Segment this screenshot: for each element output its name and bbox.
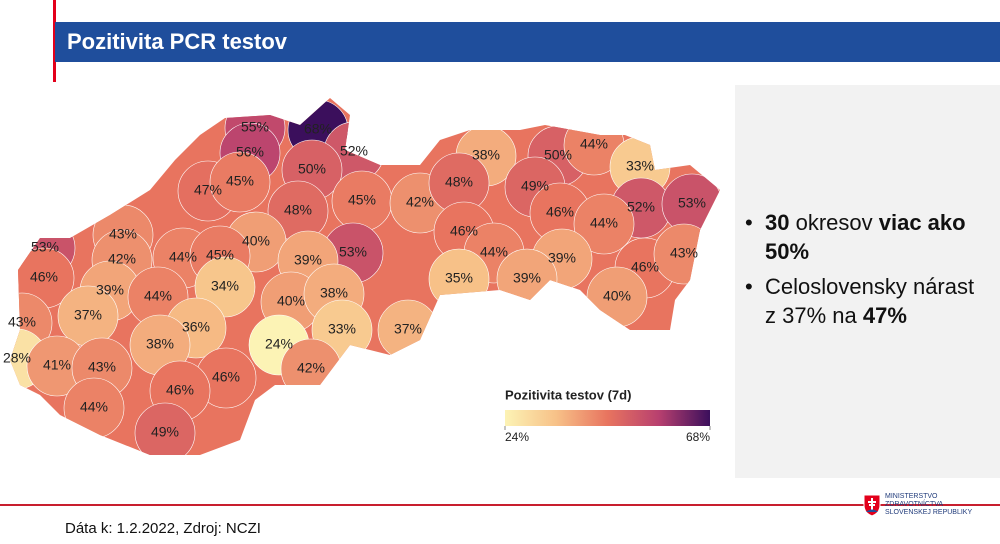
footer-line xyxy=(0,504,1000,506)
bullet: Celoslovensky nárast z 37% na 47% xyxy=(745,272,985,330)
district-label: 39% xyxy=(96,282,124,298)
logo-text: ZDRAVOTNÍCTVA xyxy=(885,501,944,508)
district-label: 53% xyxy=(339,244,367,260)
logo: MINISTERSTVO ZDRAVOTNÍCTVA SLOVENSKEJ REPU… xyxy=(885,493,972,517)
district-label: 39% xyxy=(548,250,576,266)
legend-max: 68% xyxy=(686,430,710,444)
district-label: 39% xyxy=(294,252,322,268)
bullet-text: okresov xyxy=(789,210,879,235)
district-label: 33% xyxy=(328,321,356,337)
district-label: 39% xyxy=(513,270,541,286)
district-label: 42% xyxy=(406,194,434,210)
district-label: 40% xyxy=(242,233,270,249)
district-label: 34% xyxy=(211,278,239,294)
title: Pozitivita PCR testov xyxy=(55,22,1000,62)
district-label: 44% xyxy=(169,249,197,265)
legend-bar xyxy=(505,410,710,426)
district-label: 68% xyxy=(304,121,332,137)
district-label: 35% xyxy=(445,270,473,286)
bullet-text: 30 xyxy=(765,210,790,235)
district xyxy=(209,151,271,213)
district-label: 43% xyxy=(670,245,698,261)
district-label: 46% xyxy=(166,382,194,398)
district-label: 50% xyxy=(298,161,326,177)
source: Dáta k: 1.2.2022, Zdroj: NCZI xyxy=(65,520,261,537)
bullet-text: Celoslovensky nárast z 37% na xyxy=(765,274,975,328)
bullet: 30 okresov viac ako 50% xyxy=(745,208,985,266)
district-label: 45% xyxy=(226,173,254,189)
bullet-text: 47% xyxy=(862,303,907,328)
district-label: 42% xyxy=(297,360,325,376)
district-label: 47% xyxy=(194,182,222,198)
district-label: 24% xyxy=(265,336,293,352)
map: 55% 68%56% 52%50%47%45%48%45% 42%38% 50%44%3… xyxy=(3,98,720,455)
district-label: 45% xyxy=(348,192,376,208)
district-label: 55% xyxy=(241,119,269,135)
district-label: 37% xyxy=(74,307,102,323)
district-label: 46% xyxy=(546,204,574,220)
logo-text: SLOVENSKEJ REPUBLIKY xyxy=(885,509,973,516)
district-label: 44% xyxy=(480,244,508,260)
district-label: 44% xyxy=(144,288,172,304)
district-label: 36% xyxy=(182,319,210,335)
district-label: 40% xyxy=(603,288,631,304)
district-label: 52% xyxy=(627,199,655,215)
district-label: 49% xyxy=(521,178,549,194)
district-label: 37% xyxy=(394,321,422,337)
district-label: 43% xyxy=(8,314,36,330)
logo-shield xyxy=(863,494,881,517)
district-label: 48% xyxy=(445,174,473,190)
district-label: 46% xyxy=(631,259,659,275)
district-label: 52% xyxy=(340,143,368,159)
district-label: 40% xyxy=(277,293,305,309)
district xyxy=(134,402,196,455)
district-label: 42% xyxy=(108,251,136,267)
district-label: 38% xyxy=(320,285,348,301)
district-label: 43% xyxy=(88,359,116,375)
district-label: 38% xyxy=(472,147,500,163)
districts xyxy=(10,98,720,455)
district-label: 46% xyxy=(450,223,478,239)
district-label: 45% xyxy=(206,247,234,263)
district-label: 48% xyxy=(284,202,312,218)
district-label: 56% xyxy=(236,144,264,160)
district-label: 41% xyxy=(43,357,71,373)
district-label: 28% xyxy=(3,350,31,366)
bullet-text: viac ako 50% xyxy=(765,210,966,264)
logo-text: MINISTERSTVO xyxy=(885,493,938,500)
district-label: 46% xyxy=(212,369,240,385)
legend-min: 24% xyxy=(505,430,529,444)
district-label: 44% xyxy=(580,136,608,152)
district-label: 53% xyxy=(678,195,706,211)
district-label: 50% xyxy=(544,147,572,163)
district-label: 46% xyxy=(30,269,58,285)
legend-title: Pozitivita testov (7d) xyxy=(505,387,631,402)
accent-line xyxy=(53,0,56,82)
district xyxy=(573,193,635,255)
district-label: 44% xyxy=(590,215,618,231)
district-label: 53% xyxy=(31,239,59,255)
district-label: 44% xyxy=(80,399,108,415)
district-label: 33% xyxy=(626,158,654,174)
district-label: 38% xyxy=(146,336,174,352)
district-label: 49% xyxy=(151,424,179,440)
district-label: 43% xyxy=(109,226,137,242)
